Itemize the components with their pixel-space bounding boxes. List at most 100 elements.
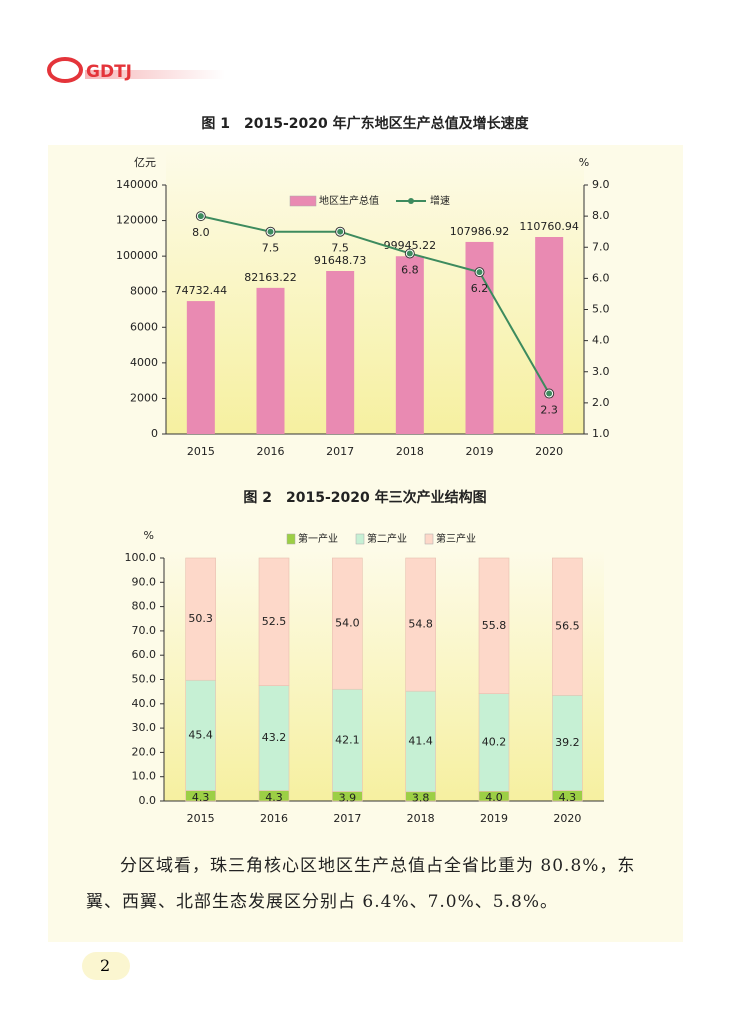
data-label: 91648.73 — [314, 254, 367, 267]
data-label: 4.3 — [265, 791, 283, 804]
bar — [405, 557, 436, 692]
data-label: 3.8 — [412, 791, 430, 804]
y-tick-label: 120000 — [116, 214, 158, 227]
y-tick-label: 50.0 — [132, 673, 157, 686]
data-label: 6.2 — [471, 282, 489, 295]
bar — [552, 557, 583, 696]
legend-label: 第一产业 — [298, 532, 338, 545]
y2-tick-label: 1.0 — [592, 427, 610, 440]
y-tick-label: 100.0 — [125, 551, 157, 564]
point-inner — [197, 213, 204, 220]
y-tick-label: 30.0 — [132, 721, 157, 734]
plot-background — [166, 150, 584, 434]
point-inner — [337, 228, 344, 235]
bar — [258, 685, 290, 791]
bar — [478, 693, 510, 792]
page-number: 2 — [82, 952, 130, 980]
bar — [535, 237, 564, 434]
logo: GDTJ — [86, 62, 132, 82]
chart-title: 图 2 2015-2020 年三次产业结构图 — [243, 489, 486, 506]
y-tick-label: 140000 — [116, 178, 158, 191]
y-tick-label: 0 — [151, 427, 158, 440]
x-tick-label: 2017 — [326, 445, 354, 458]
legend-swatch — [286, 533, 296, 545]
y-tick-label: 70.0 — [132, 624, 157, 637]
y-tick-label: 0.0 — [139, 794, 157, 807]
y2-tick-label: 8.0 — [592, 209, 610, 222]
data-label: 54.8 — [408, 618, 433, 631]
point-inner — [267, 228, 274, 235]
x-tick-label: 2016 — [257, 445, 285, 458]
y-tick-label: 2000 — [130, 391, 158, 404]
y-tick-label: 8000 — [130, 285, 158, 298]
point-inner — [406, 250, 413, 257]
y2-tick-label: 3.0 — [592, 365, 610, 378]
data-label: 40.2 — [482, 735, 507, 748]
y-axis-unit: 亿元 — [134, 156, 156, 169]
legend-label: 第二产业 — [367, 532, 407, 545]
x-tick-label: 2016 — [260, 812, 288, 825]
data-label: 3.9 — [339, 791, 357, 804]
bar — [332, 557, 363, 690]
bar — [256, 287, 285, 434]
y-tick-label: 10.0 — [132, 770, 157, 783]
point-inner — [476, 269, 483, 276]
bar — [552, 694, 583, 791]
data-label: 74732.44 — [175, 284, 228, 297]
bar — [185, 557, 216, 681]
y-tick-label: 90.0 — [132, 575, 157, 588]
y2-tick-label: 5.0 — [592, 303, 610, 316]
data-label: 41.4 — [408, 734, 433, 747]
paragraph: 分区域看，珠三角核心区地区生产总值占全省比重为 80.8%，东翼、西翼、北部生态… — [86, 856, 636, 912]
data-label: 7.5 — [331, 242, 349, 255]
y-tick-label: 6000 — [130, 320, 158, 333]
data-label: 52.5 — [262, 615, 287, 628]
y2-tick-label: 7.0 — [592, 240, 610, 253]
legend-label: 第三产业 — [436, 532, 476, 545]
y2-tick-label: 2.0 — [592, 396, 610, 409]
x-tick-label: 2018 — [407, 812, 435, 825]
y-tick-label: 20.0 — [132, 745, 157, 758]
y-tick-label: 4000 — [130, 356, 158, 369]
data-label: 6.8 — [401, 263, 419, 276]
data-label: 82163.22 — [244, 271, 297, 284]
y-tick-label: 80.0 — [132, 600, 157, 613]
bar — [478, 557, 510, 694]
plot-background — [164, 550, 604, 801]
x-tick-label: 2020 — [535, 445, 563, 458]
bar — [405, 690, 436, 793]
data-label: 43.2 — [262, 731, 287, 744]
bar — [326, 270, 355, 434]
bar — [186, 301, 215, 434]
bar — [185, 679, 216, 791]
x-tick-label: 2015 — [187, 812, 215, 825]
y-tick-label: 40.0 — [132, 697, 157, 710]
data-label: 7.5 — [262, 242, 280, 255]
chart-title: 图 1 2015-2020 年广东地区生产总值及增长速度 — [201, 115, 529, 132]
bar — [395, 256, 424, 434]
data-label: 110760.94 — [519, 220, 579, 233]
data-label: 54.0 — [335, 617, 360, 630]
header-band — [85, 70, 225, 79]
data-label: 42.1 — [335, 733, 360, 746]
data-label: 39.2 — [555, 736, 580, 749]
data-label: 4.0 — [485, 791, 503, 804]
legend-swatch — [355, 533, 365, 545]
data-label: 4.3 — [559, 791, 577, 804]
data-label: 56.5 — [555, 620, 580, 633]
x-tick-label: 2019 — [466, 445, 494, 458]
data-label: 8.0 — [192, 226, 210, 239]
data-label: 107986.92 — [450, 225, 510, 238]
legend-dot — [408, 198, 414, 204]
x-tick-label: 2018 — [396, 445, 424, 458]
y-axis-unit: % — [144, 529, 154, 542]
data-label: 45.4 — [188, 728, 213, 741]
legend-label: 地区生产总值 — [319, 194, 379, 207]
data-label: 2.3 — [540, 404, 558, 417]
bar — [332, 688, 363, 792]
y2-tick-label: 4.0 — [592, 334, 610, 347]
y-tick-label: 100000 — [116, 249, 158, 262]
legend-swatch — [289, 195, 317, 207]
